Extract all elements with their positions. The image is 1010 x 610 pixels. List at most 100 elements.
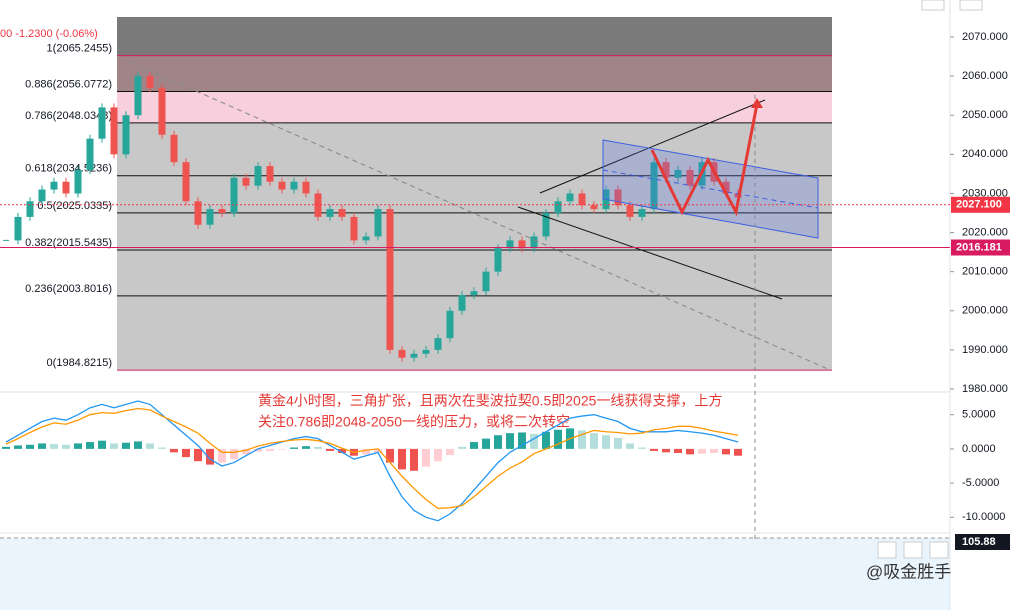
macd-bar xyxy=(74,443,82,449)
macd-bar xyxy=(458,446,466,449)
stoch-tag-bg xyxy=(955,534,1010,550)
candle-body xyxy=(386,209,394,350)
macd-bar xyxy=(722,448,730,455)
y-tick-label: 2050.000 xyxy=(962,109,1008,121)
macd-bar xyxy=(554,429,562,449)
candle-body xyxy=(338,209,346,217)
candle-body xyxy=(578,193,586,206)
macd-bar xyxy=(506,433,514,449)
macd-bar xyxy=(122,442,130,449)
candle-body xyxy=(326,209,334,217)
macd-bar xyxy=(50,444,58,449)
macd-bar xyxy=(254,448,262,452)
macd-bar xyxy=(518,432,526,449)
macd-bar xyxy=(698,448,706,454)
candle-body xyxy=(638,209,646,217)
macd-bar xyxy=(326,448,334,451)
macd-bar xyxy=(230,448,238,460)
stoch-bg xyxy=(0,538,950,610)
macd-bar xyxy=(194,448,202,462)
candle-body xyxy=(314,193,322,217)
macd-bar xyxy=(14,445,22,449)
candle-body xyxy=(722,181,730,194)
macd-bar xyxy=(338,448,346,453)
macd-bar xyxy=(278,448,286,450)
candle-body xyxy=(590,205,598,210)
candle-body xyxy=(362,236,370,241)
macd-bar xyxy=(218,448,226,463)
macd-bar xyxy=(242,448,250,455)
triangle-line xyxy=(517,206,783,300)
candle-body xyxy=(434,338,442,350)
macd-bar xyxy=(2,446,10,449)
macd-bar xyxy=(158,447,166,449)
macd-bar xyxy=(170,448,178,453)
candle-body xyxy=(182,162,190,202)
candle-body xyxy=(554,201,562,213)
candle-body xyxy=(290,181,298,190)
btn-up[interactable] xyxy=(877,541,897,559)
btn-close[interactable] xyxy=(903,541,923,559)
candle-body xyxy=(458,295,466,311)
price-tag: 2027.100 xyxy=(956,199,1002,211)
macd-bar xyxy=(206,448,214,465)
fib-label: 0.618(2034.5236) xyxy=(25,163,112,175)
macd-bar xyxy=(446,448,454,456)
y-tick-label: 0.0000 xyxy=(962,443,996,455)
candle-body xyxy=(62,181,70,194)
candle-body xyxy=(494,248,502,272)
macd-bar xyxy=(62,444,70,449)
price-tag-bg xyxy=(951,196,1010,213)
macd-bar xyxy=(38,443,46,449)
candle-body xyxy=(134,76,142,116)
candle-body xyxy=(350,216,358,241)
macd-bar xyxy=(86,442,94,449)
btn-max[interactable] xyxy=(929,541,949,559)
price-tag-bg xyxy=(951,239,1010,256)
candle-body xyxy=(614,189,622,206)
candle-body xyxy=(530,236,538,249)
macd-bar xyxy=(314,446,322,449)
y-tick-label: -5.0000 xyxy=(962,477,999,489)
candle-body xyxy=(278,181,286,190)
candle-body xyxy=(122,115,130,155)
fib-zone xyxy=(117,91,832,123)
fib-label: 0.786(2048.0348) xyxy=(25,110,112,122)
macd-bar xyxy=(482,438,490,449)
stoch-tag: 105.88 xyxy=(962,536,996,548)
fib-label: 0.5(2025.0335) xyxy=(37,200,112,212)
macd-bar xyxy=(266,448,274,451)
y-tick-label: 1990.000 xyxy=(962,344,1008,356)
header: 00 -1.2300 (-0.06%) xyxy=(0,28,98,40)
candle-body xyxy=(98,107,106,139)
candle-body xyxy=(566,193,574,202)
macd-bar xyxy=(470,442,478,449)
candle-body xyxy=(518,240,526,249)
candle-body xyxy=(674,169,682,178)
fullscreen-btn[interactable] xyxy=(959,0,983,11)
macd-bar xyxy=(386,448,394,463)
candle-body xyxy=(302,181,310,194)
candle-body xyxy=(482,271,490,292)
y-tick-label: 2020.000 xyxy=(962,226,1008,238)
candle-body xyxy=(74,169,82,194)
macd-bar xyxy=(650,448,658,451)
settings-btn[interactable] xyxy=(921,0,945,11)
candle-body xyxy=(542,213,550,237)
price-tag: 2016.181 xyxy=(956,241,1002,253)
candle-body xyxy=(626,205,634,217)
y-tick-label: -10.0000 xyxy=(962,511,1005,523)
y-tick-label: 2010.000 xyxy=(962,266,1008,278)
fib-label: 0.382(2015.5435) xyxy=(25,237,112,249)
y-tick-label: 2030.000 xyxy=(962,187,1008,199)
candle-body xyxy=(422,349,430,354)
fib-zone xyxy=(117,55,832,92)
candle-body xyxy=(410,353,418,358)
triangle-line xyxy=(539,99,766,194)
candle-body xyxy=(650,162,658,210)
macd-bar xyxy=(734,448,742,456)
candle-body xyxy=(374,209,382,237)
candle-body xyxy=(14,216,22,241)
macd-bar xyxy=(638,447,646,449)
